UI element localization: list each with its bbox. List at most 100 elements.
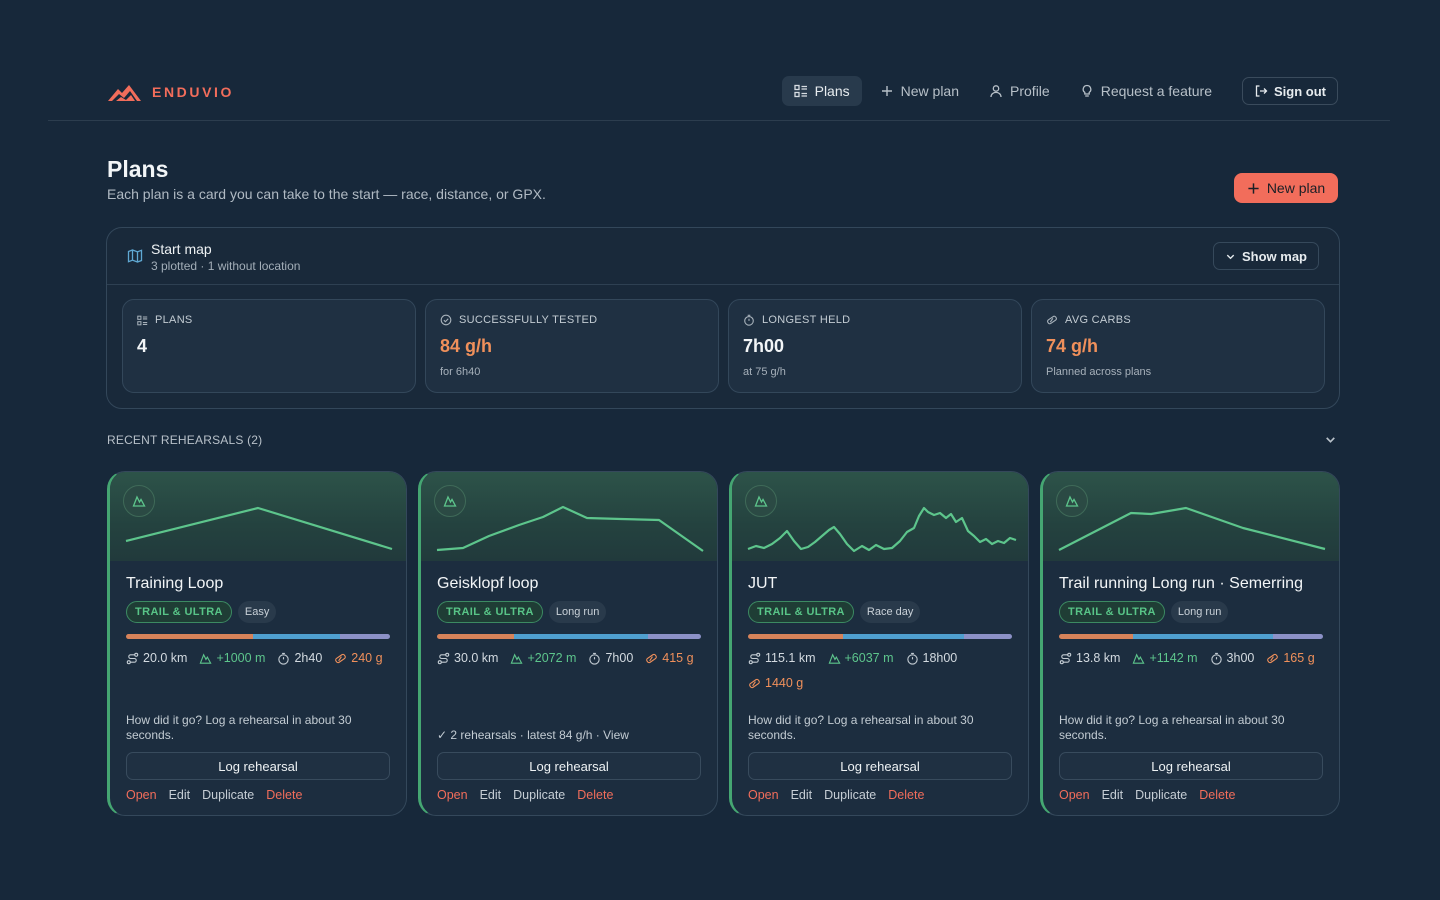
- edit-link[interactable]: Edit: [790, 788, 813, 802]
- duplicate-link[interactable]: Duplicate: [513, 788, 566, 802]
- stat-note: Planned across plans: [1046, 366, 1152, 378]
- stat-label-text: PLANS: [155, 314, 193, 326]
- delete-link[interactable]: Delete: [577, 788, 614, 802]
- open-link[interactable]: Open: [126, 788, 157, 802]
- duration-metric: 2h40: [277, 651, 322, 665]
- distance-value: 13.8 km: [1076, 651, 1121, 665]
- elevation-profile-line: [125, 506, 393, 551]
- stopwatch-icon: [589, 652, 601, 665]
- duplicate-link[interactable]: Duplicate: [202, 788, 255, 802]
- elevation-profile-line: [747, 506, 1017, 553]
- plan-type-tag: Easy: [237, 601, 277, 623]
- user-icon: [990, 85, 1002, 98]
- stat-label-text: AVG CARBS: [1065, 314, 1132, 326]
- rehearsal-summary[interactable]: ✓ 2 rehearsals · latest 84 g/h · View: [437, 728, 629, 742]
- plan-card[interactable]: Geisklopf loop TRAIL & ULTRA Long run 30…: [418, 471, 718, 816]
- stat-card-plans: PLANS 4: [122, 299, 416, 393]
- recent-rehearsals-title: RECENT REHEARSALS: [107, 433, 244, 447]
- brand-logo[interactable]: ENDUVIO: [107, 82, 234, 102]
- energy-bar-icon: [646, 653, 658, 663]
- page-title: Plans: [107, 156, 169, 182]
- nav-profile[interactable]: Profile: [977, 76, 1062, 106]
- stat-label: SUCCESSFULLY TESTED: [440, 314, 597, 326]
- carbs-value: 415 g: [662, 651, 694, 665]
- edit-link[interactable]: Edit: [168, 788, 191, 802]
- carbs-value: 240 g: [351, 651, 383, 665]
- open-link[interactable]: Open: [437, 788, 468, 802]
- plan-type-tag: Race day: [859, 601, 921, 623]
- log-rehearsal-button[interactable]: Log rehearsal: [437, 752, 701, 780]
- nav-request-feature[interactable]: Request a feature: [1068, 76, 1224, 106]
- duration-value: 18h00: [922, 651, 958, 665]
- carbs-metric: 1440 g: [748, 676, 803, 690]
- energy-bar-icon: [335, 653, 347, 663]
- mountain-icon: [200, 652, 213, 664]
- log-rehearsal-button[interactable]: Log rehearsal: [748, 752, 1012, 780]
- carbs-value: 1440 g: [765, 676, 804, 690]
- distance-value: 30.0 km: [454, 651, 499, 665]
- log-rehearsal-button[interactable]: Log rehearsal: [126, 752, 390, 780]
- show-map-button[interactable]: Show map: [1212, 242, 1319, 270]
- terrain-badge: [434, 485, 466, 517]
- plan-tags: TRAIL & ULTRA Long run: [1059, 601, 1229, 623]
- carbs-value: 165 g: [1283, 651, 1315, 665]
- nav-request-feature-label: Request a feature: [1100, 83, 1212, 99]
- category-tag: TRAIL & ULTRA: [437, 601, 543, 623]
- nav-new-plan[interactable]: New plan: [868, 76, 971, 106]
- stopwatch-icon: [906, 652, 918, 665]
- start-map-summary: 3 plotted · 1 without location: [151, 259, 301, 273]
- stat-card-avg-carbs: AVG CARBS 74 g/h Planned across plans: [1031, 299, 1325, 393]
- open-link[interactable]: Open: [1059, 788, 1090, 802]
- fuel-timeline-bar: [1059, 634, 1323, 639]
- plan-type-tag: Long run: [548, 601, 607, 623]
- stats-row: PLANS 4 SUCCESSFULLY TESTED 84 g/h for 6…: [122, 299, 1325, 393]
- duplicate-link[interactable]: Duplicate: [824, 788, 877, 802]
- duration-metric: 18h00: [906, 651, 958, 665]
- rehearsal-prompt: How did it go? Log a rehearsal in about …: [126, 713, 352, 742]
- plan-title: Training Loop: [126, 575, 224, 592]
- stat-label-text: LONGEST HELD: [762, 314, 851, 326]
- edit-link[interactable]: Edit: [479, 788, 502, 802]
- edit-link[interactable]: Edit: [1101, 788, 1124, 802]
- plan-card[interactable]: Training Loop TRAIL & ULTRA Easy 20.0 km…: [107, 471, 407, 816]
- brand-name: ENDUVIO: [152, 84, 234, 100]
- log-rehearsal-button[interactable]: Log rehearsal: [1059, 752, 1323, 780]
- stopwatch-icon: [278, 652, 290, 665]
- plan-card[interactable]: JUT TRAIL & ULTRA Race day 115.1 km +603…: [729, 471, 1029, 816]
- plan-tags: TRAIL & ULTRA Long run: [437, 601, 607, 623]
- delete-link[interactable]: Delete: [1199, 788, 1236, 802]
- plan-card[interactable]: Trail running Long run · Semerring TRAIL…: [1040, 471, 1340, 816]
- elevation-value: +1000 m: [216, 651, 266, 665]
- mountain-icon: [132, 495, 146, 507]
- delete-link[interactable]: Delete: [266, 788, 303, 802]
- terrain-badge: [123, 485, 155, 517]
- new-plan-button[interactable]: New plan: [1234, 173, 1338, 203]
- open-link[interactable]: Open: [748, 788, 779, 802]
- lightbulb-icon: [1082, 84, 1092, 97]
- plan-title: Geisklopf loop: [437, 575, 539, 592]
- check-circle-icon: [440, 314, 452, 326]
- mountain-logo-icon: [108, 85, 141, 101]
- route-icon: [1059, 652, 1072, 664]
- fuel-timeline-bar: [126, 634, 390, 639]
- plan-tags: TRAIL & ULTRA Easy: [126, 601, 277, 623]
- mountain-icon: [511, 652, 524, 664]
- route-icon: [748, 652, 761, 664]
- stat-label: AVG CARBS: [1046, 314, 1131, 326]
- duration-value: 2h40: [294, 651, 323, 665]
- plan-tags: TRAIL & ULTRA Race day: [748, 601, 921, 623]
- sign-out-button[interactable]: Sign out: [1242, 77, 1338, 105]
- stat-note: at 75 g/h: [743, 366, 786, 378]
- duplicate-link[interactable]: Duplicate: [1135, 788, 1188, 802]
- stat-value: 74 g/h: [1046, 336, 1099, 356]
- plan-metrics: 30.0 km +2072 m 7h00 415 g: [437, 651, 707, 665]
- nav-plans[interactable]: Plans: [781, 76, 862, 106]
- duration-metric: 7h00: [588, 651, 633, 665]
- elevation-metric: +1142 m: [1132, 651, 1198, 665]
- chevron-down-icon[interactable]: [1324, 433, 1337, 446]
- distance-value: 115.1 km: [765, 651, 816, 665]
- card-actions: Open Edit Duplicate Delete: [1059, 788, 1235, 802]
- rehearsal-prompt: How did it go? Log a rehearsal in about …: [1059, 713, 1285, 742]
- stat-card-successfully-tested: SUCCESSFULLY TESTED 84 g/h for 6h40: [425, 299, 719, 393]
- delete-link[interactable]: Delete: [888, 788, 925, 802]
